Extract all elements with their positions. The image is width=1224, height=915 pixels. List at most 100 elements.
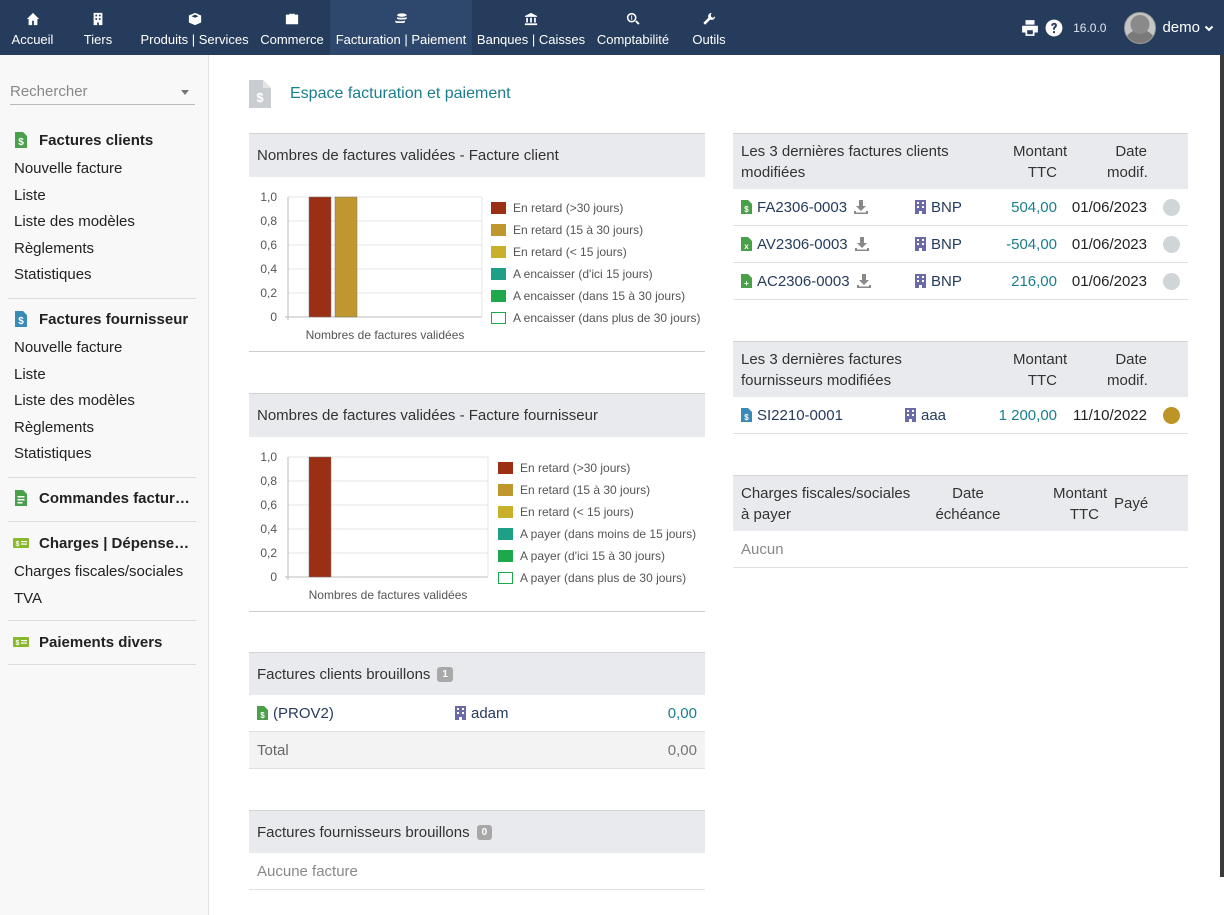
menu-label: Commerce <box>260 32 324 47</box>
menu-banques-caisses[interactable]: Banques | Caisses <box>472 0 590 55</box>
sidebar-heading-commandes-facturables[interactable]: Commandes facturables <box>8 487 196 509</box>
sidebar-item-statistiques[interactable]: Statistiques <box>14 445 92 462</box>
search-input[interactable]: Rechercher <box>10 79 195 105</box>
money-bill-icon: $ <box>13 538 29 548</box>
menu-comptabilite[interactable]: Comptabilité <box>590 0 676 55</box>
sidebar-item-liste-modeles[interactable]: Liste des modèles <box>14 213 135 230</box>
sidebar-heading-factures-clients[interactable]: $ Factures clients <box>8 129 196 151</box>
menu-accueil[interactable]: Accueil <box>4 0 61 55</box>
sidebar-item-reglements[interactable]: Règlements <box>14 239 95 257</box>
status-badge <box>1163 235 1180 253</box>
table-row: $ (PROV2) adam 0,00 <box>249 695 705 732</box>
thirdparty-link[interactable]: aaa <box>921 406 947 424</box>
bank-icon <box>524 12 538 26</box>
sidebar-item-liste[interactable]: Liste <box>14 365 46 383</box>
sidebar-item-reglements[interactable]: Règlements <box>14 418 95 436</box>
menu-outils[interactable]: Outils <box>676 0 742 55</box>
legend-swatch <box>498 550 513 562</box>
total-row: Total 0,00 <box>249 732 705 769</box>
menu-facturation-paiement[interactable]: Facturation | Paiement <box>330 0 472 55</box>
column-header-amount: Montant TTC <box>1053 484 1108 523</box>
menu-commerce[interactable]: Commerce <box>254 0 330 55</box>
draft-customer-invoices-panel: Factures clients brouillons 1 <box>249 652 705 695</box>
y-tick-label: 1,0 <box>260 190 277 204</box>
date-modified: 01/06/2023 <box>1071 272 1147 290</box>
legend-label: A encaisser (d'ici 15 jours) <box>513 267 653 281</box>
download-icon[interactable] <box>856 274 871 288</box>
invoice-icon: + <box>741 274 752 288</box>
column-header-date: Date modif. <box>1107 142 1148 181</box>
sidebar-heading-paiements-divers[interactable]: $ Paiements divers <box>8 631 196 653</box>
user-name[interactable]: demo <box>1162 19 1200 36</box>
avatar[interactable] <box>1124 11 1157 44</box>
briefcase-icon <box>285 13 299 25</box>
chart-area: 1,0 0,8 0,6 0,4 0,2 0 Nombres de factures vali… <box>249 437 705 612</box>
building-icon <box>915 274 926 288</box>
legend-label: En retard (15 à 30 jours) <box>520 483 651 497</box>
top-menu: Accueil Tiers Produits | Services Commer… <box>4 0 742 55</box>
invoice-ref-link[interactable]: AV2306-0003 <box>757 235 848 253</box>
chevron-down-icon[interactable] <box>181 90 189 95</box>
menu-label: Tiers <box>83 32 113 47</box>
legend-swatch <box>491 312 506 324</box>
legend-item: En retard (< 15 jours) <box>498 501 696 523</box>
sidebar-item-tva[interactable]: TVA <box>14 589 43 607</box>
download-icon[interactable] <box>854 200 869 214</box>
legend-item: En retard (>30 jours) <box>498 457 696 479</box>
column-header-title: Les 3 dernières factures clients modifié… <box>741 142 949 181</box>
invoice-ref-link[interactable]: FA2306-0003 <box>757 198 848 216</box>
scrollbar[interactable] <box>1220 55 1224 877</box>
y-tick-label: 0 <box>270 570 277 584</box>
total-label: Total <box>257 741 289 759</box>
thirdparty-link[interactable]: BNP <box>931 272 962 290</box>
sidebar-heading-charges-depenses[interactable]: $ Charges | Dépenses spéciales <box>8 532 196 554</box>
download-icon[interactable] <box>854 237 869 251</box>
customer-bar-chart: 1,0 0,8 0,6 0,4 0,2 0 Nombres de factures vali… <box>260 190 483 342</box>
thirdparty-link[interactable]: adam <box>471 704 509 722</box>
invoice-ref-link[interactable]: AC2306-0003 <box>757 272 850 290</box>
invoice-ref-link[interactable]: SI2210-0001 <box>757 406 843 424</box>
svg-text:$: $ <box>16 640 20 647</box>
bar <box>308 196 332 318</box>
printer-icon[interactable] <box>1021 19 1039 37</box>
menu-tiers[interactable]: Tiers <box>61 0 135 55</box>
legend-swatch <box>498 484 513 496</box>
thirdparty-link[interactable]: BNP <box>931 198 962 216</box>
sidebar-item-statistiques[interactable]: Statistiques <box>14 266 92 283</box>
help-icon[interactable] <box>1045 19 1063 37</box>
panel-heading: Factures clients brouillons 1 <box>249 652 705 695</box>
bar <box>308 456 332 578</box>
column-header-amount: Montant TTC <box>1013 142 1068 181</box>
table-row: x AV2306-0003 BNP -504,00 01/06/2023 <box>733 226 1188 263</box>
sidebar-item-charges-fiscales-sociales[interactable]: Charges fiscales/sociales <box>14 563 184 580</box>
page-header: $ Espace facturation et paiement <box>249 80 511 108</box>
invoice-ref-link[interactable]: (PROV2) <box>273 704 334 722</box>
sidebar-item-nouvelle-facture[interactable]: Nouvelle facture <box>14 339 123 356</box>
legend-swatch <box>498 462 513 474</box>
legend-label: A payer (dans moins de 15 jours) <box>520 527 697 541</box>
column-header-date: Date modif. <box>1107 350 1148 389</box>
chevron-down-icon[interactable] <box>1204 23 1214 33</box>
wrench-icon <box>703 12 716 25</box>
y-tick-label: 0,6 <box>260 498 277 512</box>
invoice-icon: $ <box>257 706 268 720</box>
sidebar-item-nouvelle-facture[interactable]: Nouvelle facture <box>14 160 123 177</box>
x-axis-label: Nombres de factures validées <box>309 588 468 602</box>
divider <box>8 298 196 299</box>
sidebar-item-liste-modeles[interactable]: Liste des modèles <box>14 392 135 409</box>
sidebar-heading-label: Factures clients <box>39 131 154 149</box>
supplier-invoice-chart-panel: Nombres de factures validées - Facture f… <box>249 393 705 612</box>
empty-message: Aucun <box>741 540 784 558</box>
search-placeholder: Rechercher <box>10 83 88 100</box>
menu-produits-services[interactable]: Produits | Services <box>135 0 254 55</box>
table-header: Charges fiscales/sociales à payer Date é… <box>733 475 1188 531</box>
version-label: 16.0.0 <box>1073 20 1107 35</box>
amount: 0,00 <box>667 704 697 722</box>
thirdparty-link[interactable]: BNP <box>931 235 962 253</box>
y-tick-label: 0 <box>270 310 277 324</box>
sidebar-heading-factures-fournisseur[interactable]: $ Factures fournisseur <box>8 308 196 330</box>
y-tick-label: 1,0 <box>260 450 277 464</box>
legend-item: A encaisser (dans plus de 30 jours) <box>491 307 700 329</box>
sidebar-item-liste[interactable]: Liste <box>14 186 46 204</box>
legend-swatch <box>491 246 506 258</box>
